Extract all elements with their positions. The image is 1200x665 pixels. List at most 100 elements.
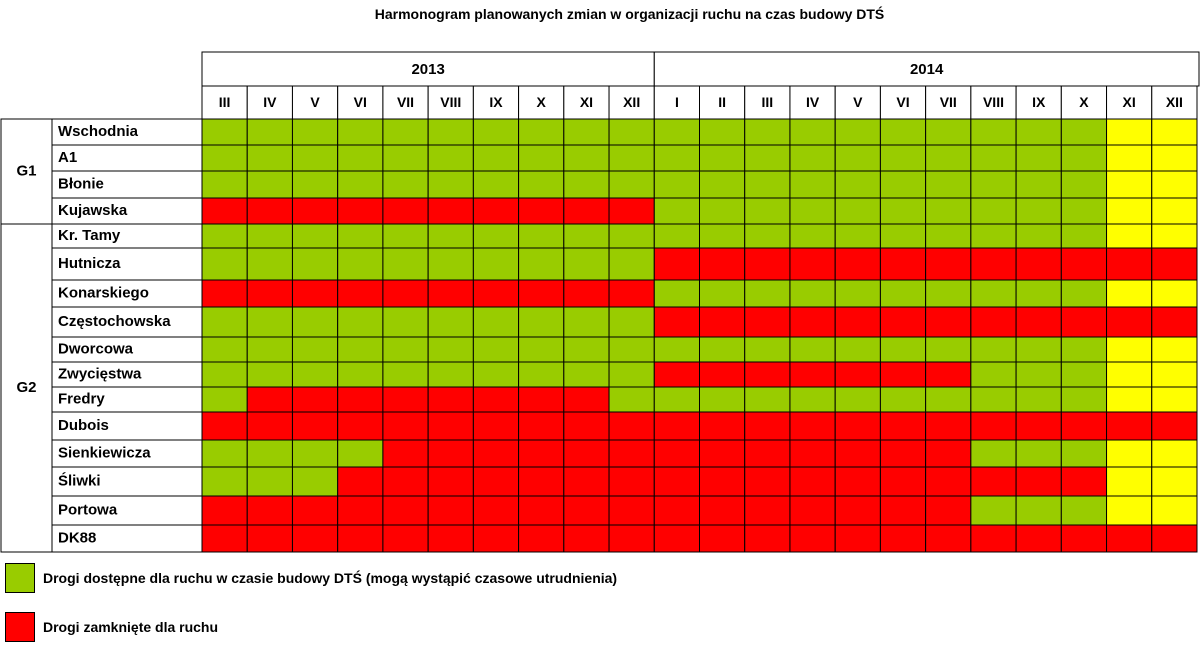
month-header-cell <box>744 85 791 120</box>
schedule-cell <box>427 411 474 441</box>
schedule-cell <box>563 524 610 553</box>
schedule-cell <box>789 170 836 199</box>
schedule-cell <box>608 495 655 526</box>
schedule-cell <box>427 361 474 388</box>
road-name-label: Kr. Tamy <box>58 227 121 244</box>
schedule-cell <box>925 361 972 388</box>
schedule-cell <box>925 170 972 199</box>
schedule-cell <box>699 524 746 553</box>
schedule-cell <box>201 118 248 146</box>
schedule-cell <box>789 466 836 497</box>
schedule-cell <box>789 361 836 388</box>
road-name-label: Częstochowska <box>58 313 171 330</box>
schedule-cell <box>970 118 1017 146</box>
schedule-cell <box>1060 223 1108 249</box>
road-name-cell <box>51 466 203 497</box>
schedule-cell <box>925 306 972 338</box>
schedule-cell <box>427 197 474 225</box>
road-name-label: Sienkiewicza <box>58 444 151 461</box>
schedule-cell <box>699 144 746 172</box>
month-header-cell <box>925 85 972 120</box>
schedule-cell <box>1060 495 1108 526</box>
schedule-cell <box>1151 524 1198 553</box>
schedule-cell <box>291 118 339 146</box>
schedule-cell <box>291 524 339 553</box>
schedule-cell <box>201 439 248 468</box>
month-header-cell <box>1106 85 1153 120</box>
schedule-cell <box>789 197 836 225</box>
schedule-cell <box>879 439 927 468</box>
schedule-cell <box>653 118 700 146</box>
schedule-cell <box>1060 306 1108 338</box>
schedule-cell <box>382 361 429 388</box>
schedule-cell <box>201 411 248 441</box>
schedule-cell <box>246 306 293 338</box>
schedule-cell <box>201 386 248 413</box>
schedule-cell <box>653 336 700 363</box>
schedule-cell <box>925 118 972 146</box>
schedule-cell <box>608 197 655 225</box>
schedule-cell <box>1015 197 1062 225</box>
schedule-cell <box>744 524 791 553</box>
month-tick-label: X <box>1079 94 1089 110</box>
schedule-cell <box>879 118 927 146</box>
schedule-cell <box>382 247 429 281</box>
schedule-cell <box>201 279 248 308</box>
month-header-cell <box>1151 85 1198 120</box>
schedule-cell <box>1106 118 1153 146</box>
road-name-label: Hutnicza <box>58 255 121 272</box>
schedule-cell <box>1015 223 1062 249</box>
schedule-cell <box>608 336 655 363</box>
schedule-cell <box>563 386 610 413</box>
schedule-cell <box>1106 439 1153 468</box>
schedule-cell <box>970 411 1017 441</box>
schedule-cell <box>1015 279 1062 308</box>
schedule-cell <box>834 279 881 308</box>
schedule-cell <box>744 336 791 363</box>
schedule-cell <box>1106 361 1153 388</box>
schedule-cell <box>1106 223 1153 249</box>
schedule-cell <box>382 197 429 225</box>
month-tick-label: IV <box>263 94 277 110</box>
schedule-cell <box>1151 386 1198 413</box>
schedule-cell <box>472 361 520 388</box>
schedule-cell <box>518 170 565 199</box>
schedule-cell <box>1151 411 1198 441</box>
schedule-cell <box>834 466 881 497</box>
schedule-cell <box>834 170 881 199</box>
schedule-cell <box>608 466 655 497</box>
schedule-cell <box>563 466 610 497</box>
schedule-cell <box>201 336 248 363</box>
schedule-cell <box>789 439 836 468</box>
road-name-label: A1 <box>58 149 77 166</box>
schedule-cell <box>291 306 339 338</box>
schedule-cell <box>1106 247 1153 281</box>
schedule-cell <box>699 247 746 281</box>
month-tick-label: XI <box>1123 94 1136 110</box>
schedule-cell <box>472 336 520 363</box>
schedule-cell <box>427 306 474 338</box>
schedule-cell <box>699 306 746 338</box>
schedule-cell <box>834 223 881 249</box>
schedule-cell <box>1015 306 1062 338</box>
schedule-cell <box>699 386 746 413</box>
schedule-cell <box>291 223 339 249</box>
schedule-cell <box>291 197 339 225</box>
schedule-cell <box>789 411 836 441</box>
schedule-cell <box>291 279 339 308</box>
schedule-cell <box>291 439 339 468</box>
month-tick-label: III <box>219 94 231 110</box>
month-tick-label: XI <box>580 94 593 110</box>
legend-closed-swatch <box>5 612 35 642</box>
schedule-cell <box>1151 279 1198 308</box>
year-header-cell <box>201 51 655 87</box>
schedule-cell <box>518 279 565 308</box>
schedule-cell <box>970 386 1017 413</box>
schedule-cell <box>608 524 655 553</box>
schedule-cell <box>337 495 384 526</box>
month-header-cell <box>337 85 384 120</box>
schedule-cell <box>970 279 1017 308</box>
month-tick-label: XII <box>1166 94 1183 110</box>
schedule-cell <box>744 386 791 413</box>
schedule-cell <box>563 361 610 388</box>
